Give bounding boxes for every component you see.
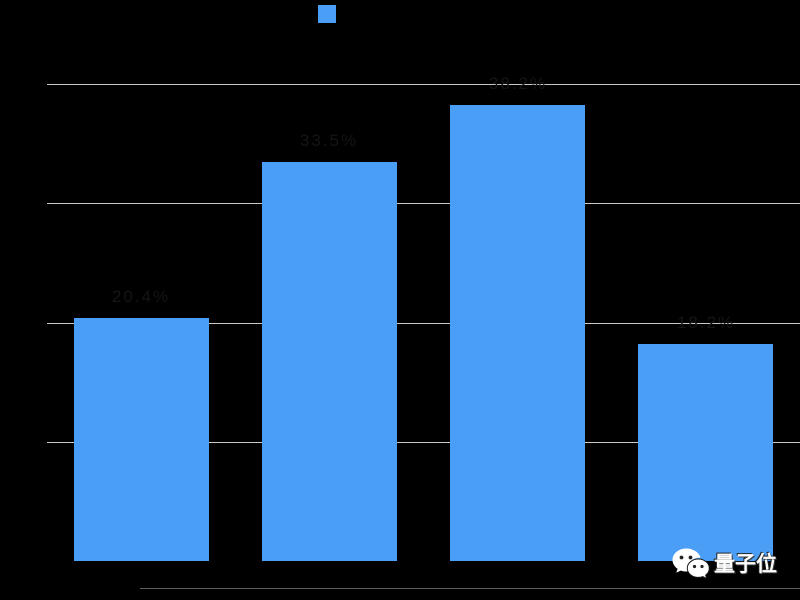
bar-value-label: 18.2% (676, 313, 736, 332)
bar-value-label: 20.4% (111, 287, 171, 306)
bar (74, 318, 209, 561)
bar-value-label: 33.5% (299, 131, 359, 150)
wechat-icon (672, 548, 710, 578)
bar-value-label: 38.2% (488, 74, 548, 93)
bar (638, 344, 773, 561)
bar (262, 162, 397, 561)
bar (450, 105, 585, 561)
gridline (47, 442, 800, 443)
gridline (47, 84, 800, 85)
chart-legend (318, 5, 342, 23)
baseline-rule (140, 588, 800, 589)
watermark: 量子位 (672, 548, 777, 578)
gridline (47, 203, 800, 204)
gridline (47, 323, 800, 324)
watermark-text: 量子位 (714, 553, 777, 576)
legend-swatch (318, 5, 336, 23)
